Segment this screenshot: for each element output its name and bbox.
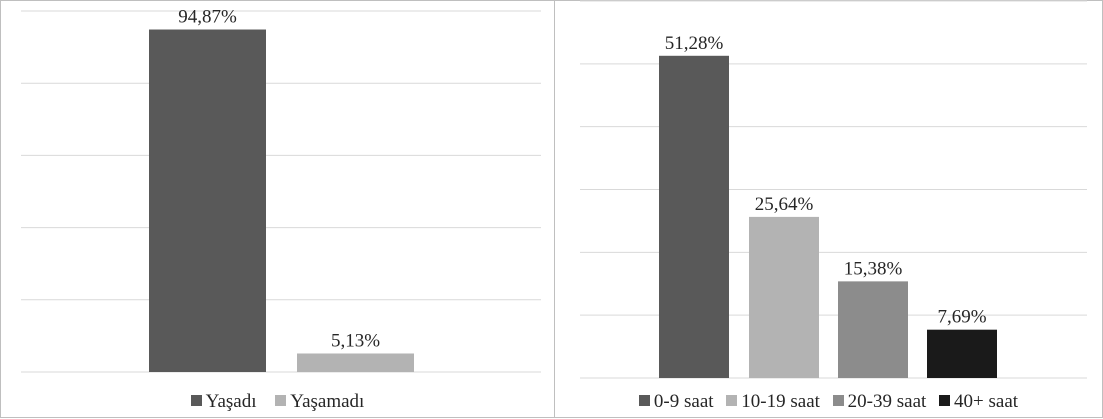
bar-20-39-saat <box>838 281 908 378</box>
chart-canvas-hours: 51,28% 25,64% 15,38% 7,69% <box>580 0 1087 379</box>
chart-panel-hours: 51,28% 25,64% 15,38% 7,69% 0-9 saat 10-19 s… <box>555 0 1103 418</box>
bar-yaşadı <box>149 29 266 373</box>
chart-panel-experience: 94,87% 5,13% Yaşadı Yaşamadı <box>0 0 555 418</box>
legend-item-20-39-saat: 20-39 saat <box>832 391 926 413</box>
bar-10-19-saat <box>749 216 819 378</box>
data-label-40-plus-saat: 7,69% <box>937 307 986 328</box>
chart-canvas-experience: 94,87% 5,13% <box>21 7 541 373</box>
legend-item-yasamadi: Yaşamadı <box>275 391 364 413</box>
bar-yaşamadı <box>297 353 414 372</box>
legend-item-10-19-saat: 10-19 saat <box>726 391 820 413</box>
legend-item-yasadi: Yaşadı <box>190 391 257 413</box>
data-label-10-19-saat: 25,64% <box>755 194 814 215</box>
data-label-yaşadı: 94,87% <box>178 7 237 28</box>
legend-hours: 0-9 saat 10-19 saat 20-39 saat 40+ saat <box>555 391 1102 413</box>
data-label-20-39-saat: 15,38% <box>844 258 903 279</box>
legend-experience: Yaşadı Yaşamadı <box>1 391 554 413</box>
legend-item-0-9-saat: 0-9 saat <box>638 391 714 413</box>
legend-item-40-plus-saat: 40+ saat <box>939 391 1018 413</box>
data-label-yaşamadı: 5,13% <box>331 330 380 351</box>
data-label-0-9-saat: 51,28% <box>665 33 724 54</box>
bar-40-plus-saat <box>927 329 997 378</box>
bar-0-9-saat <box>659 55 729 378</box>
